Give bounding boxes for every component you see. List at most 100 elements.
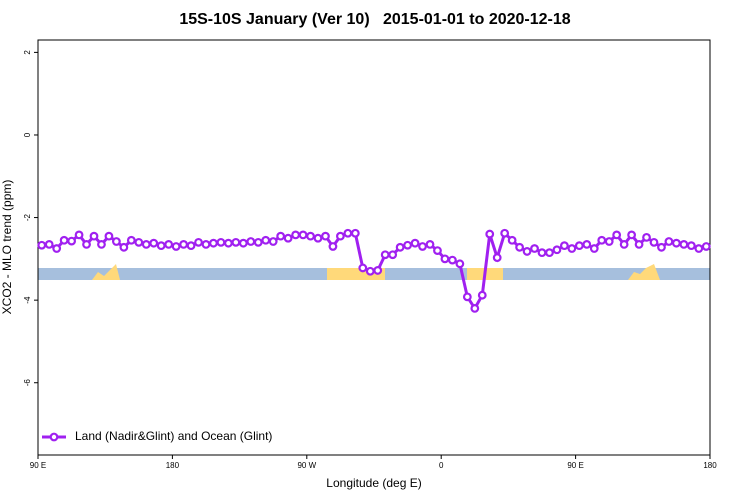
data-point xyxy=(343,228,353,238)
data-point xyxy=(679,240,689,249)
plot-frame xyxy=(37,39,711,456)
data-point xyxy=(44,240,54,249)
data-point xyxy=(164,240,174,249)
data-point xyxy=(477,290,487,300)
data-point xyxy=(567,244,577,253)
data-point xyxy=(126,235,136,245)
data-point xyxy=(604,237,614,246)
data-point xyxy=(119,242,129,252)
data-point xyxy=(485,229,495,239)
data-point xyxy=(67,236,76,246)
data-point xyxy=(104,231,114,241)
x-axis-label: Longitude (deg E) xyxy=(326,476,421,490)
data-point xyxy=(597,235,607,245)
x-tick-label: 180 xyxy=(703,461,717,470)
data-point xyxy=(276,231,286,241)
data-point xyxy=(530,244,539,253)
data-point xyxy=(291,230,301,240)
y-tick-label: 2 xyxy=(23,50,32,55)
data-point xyxy=(134,237,144,247)
data-point xyxy=(358,263,368,273)
data-point xyxy=(246,237,256,246)
data-point xyxy=(612,230,622,240)
data-point xyxy=(156,241,166,251)
data-point xyxy=(313,233,323,243)
data-point xyxy=(365,266,375,276)
data-point xyxy=(492,253,502,263)
y-axis-label: XCO2 - MLO trend (ppm) xyxy=(0,180,14,315)
data-point xyxy=(82,240,91,249)
data-point xyxy=(321,231,330,241)
data-point xyxy=(186,241,196,251)
data-point xyxy=(253,237,263,247)
data-point xyxy=(238,238,248,248)
x-tick-label: 90 E xyxy=(30,461,46,470)
y-tick-label: -4 xyxy=(23,296,32,304)
land-band xyxy=(92,264,120,280)
data-point xyxy=(388,250,398,260)
data-point xyxy=(328,242,338,251)
data-point xyxy=(209,238,218,248)
data-point xyxy=(223,238,233,248)
data-point xyxy=(52,244,62,253)
data-point xyxy=(194,237,203,247)
surface-band xyxy=(38,264,710,280)
data-point xyxy=(657,242,666,252)
data-point xyxy=(298,230,308,240)
data-point xyxy=(642,232,651,242)
data-point xyxy=(672,238,681,248)
data-point xyxy=(216,237,226,247)
data-point xyxy=(433,246,442,255)
x-tick-label: 180 xyxy=(166,461,180,470)
data-point xyxy=(373,266,383,275)
data-point xyxy=(306,231,315,241)
data-point xyxy=(59,235,69,245)
data-point xyxy=(350,228,360,238)
y-tick-label: -6 xyxy=(23,379,32,387)
data-point xyxy=(507,235,517,245)
data-point xyxy=(261,235,271,245)
data-point xyxy=(455,259,465,269)
land-band xyxy=(628,264,660,280)
data-point xyxy=(560,241,569,251)
data-point xyxy=(619,240,629,249)
data-point xyxy=(89,231,99,241)
data-point xyxy=(201,240,211,249)
y-tick-label: -2 xyxy=(23,213,32,221)
data-point xyxy=(522,247,532,256)
data-point xyxy=(268,237,278,246)
data-point xyxy=(694,244,704,253)
data-point xyxy=(395,242,405,252)
data-point xyxy=(403,240,413,250)
data-point xyxy=(149,238,159,248)
data-point xyxy=(649,237,659,247)
data-point xyxy=(552,245,562,255)
data-point xyxy=(701,242,711,251)
x-tick-label: 90 E xyxy=(567,461,583,470)
data-point xyxy=(425,240,435,249)
data-point xyxy=(97,240,106,249)
data-point xyxy=(440,254,450,264)
data-point xyxy=(37,240,47,250)
data-point xyxy=(686,241,696,251)
data-point xyxy=(141,240,151,249)
data-point xyxy=(462,292,472,302)
data-point xyxy=(582,240,592,249)
data-point xyxy=(545,248,554,258)
data-point xyxy=(283,233,293,243)
data-point xyxy=(111,237,121,246)
data-point xyxy=(537,248,547,258)
data-point xyxy=(634,240,644,249)
data-point xyxy=(179,240,189,249)
data-point xyxy=(74,230,84,240)
y-tick-label: 0 xyxy=(23,132,32,137)
data-point xyxy=(336,231,345,241)
data-point xyxy=(500,228,510,238)
data-point xyxy=(515,242,524,252)
data-point xyxy=(664,237,674,246)
data-point xyxy=(470,304,480,313)
data-point xyxy=(589,244,599,253)
data-point xyxy=(231,237,241,247)
x-tick-label: 90 W xyxy=(297,461,316,470)
